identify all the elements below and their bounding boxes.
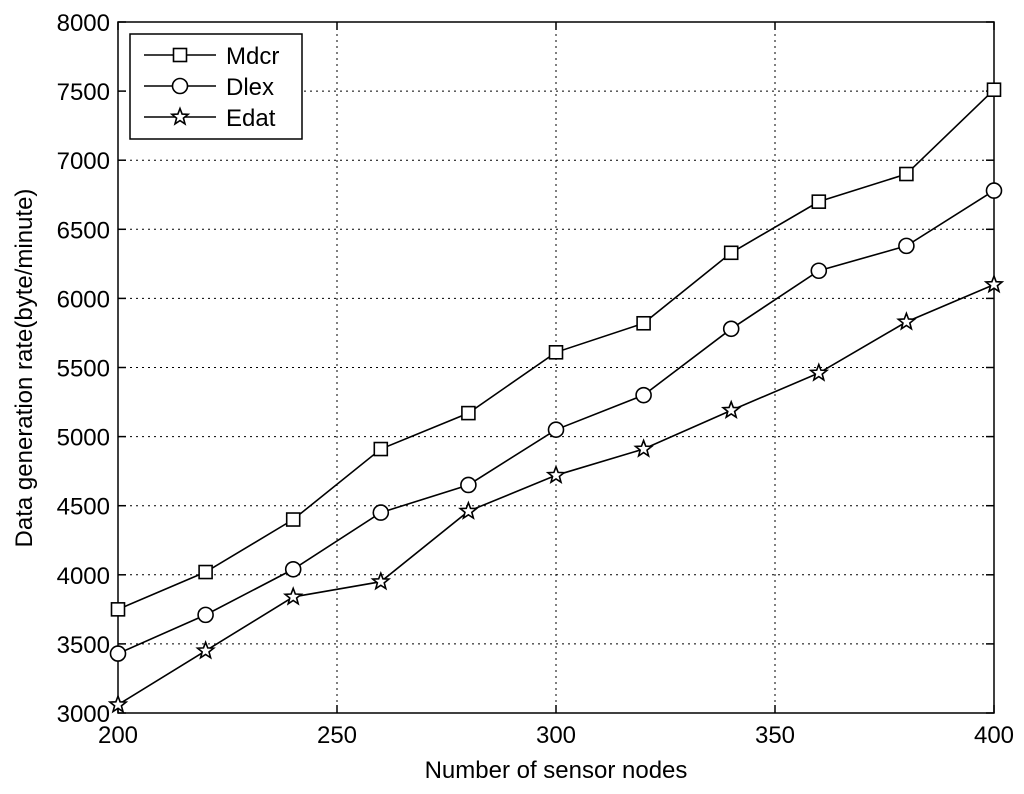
y-tick-label: 5000 <box>57 425 110 452</box>
y-tick-label: 6000 <box>57 286 110 313</box>
series-dlex <box>109 182 1003 662</box>
data-point-edat <box>983 273 1005 294</box>
data-point-dlex <box>635 386 652 404</box>
legend-marker-star <box>169 106 191 126</box>
data-point-mdcr <box>811 194 827 209</box>
x-tick-label: 350 <box>755 722 795 749</box>
y-tick-label: 3000 <box>57 701 110 728</box>
data-point-mdcr <box>461 405 476 421</box>
data-point-edat <box>633 438 654 458</box>
y-tick-label: 5500 <box>57 356 110 383</box>
data-point-edat <box>545 464 567 484</box>
legend-item-dlex: Dlex <box>144 74 274 101</box>
data-point-dlex <box>109 645 127 662</box>
y-tick-label: 4000 <box>57 563 110 590</box>
data-point-mdcr <box>899 166 914 182</box>
data-point-edat <box>458 500 479 520</box>
data-point-dlex <box>284 560 302 578</box>
data-point-dlex <box>810 262 828 280</box>
legend-item-edat: Edat <box>144 105 276 132</box>
y-tick-label: 7000 <box>57 148 110 175</box>
data-point-mdcr <box>198 564 213 580</box>
y-axis-title: Data generation rate(byte/minute) <box>11 189 38 548</box>
data-point-edat <box>370 570 392 591</box>
data-point-mdcr <box>548 344 564 360</box>
data-point-mdcr <box>373 441 389 457</box>
data-point-mdcr <box>986 82 1002 98</box>
x-tick-label: 200 <box>98 722 138 749</box>
series-mdcr <box>110 82 1002 617</box>
y-tick-label: 3500 <box>57 632 110 659</box>
data-point-dlex <box>460 476 477 494</box>
data-point-edat <box>282 586 304 606</box>
data-point-edat <box>896 311 917 331</box>
legend: Mdcr Dlex Edat <box>129 33 303 140</box>
series-group <box>107 82 1005 714</box>
data-point-edat <box>808 362 830 382</box>
series-edat <box>107 273 1005 714</box>
y-tick-label: 4500 <box>57 494 110 521</box>
y-tick-label: 6500 <box>57 217 110 244</box>
legend-label: Mdcr <box>226 43 279 70</box>
data-point-dlex <box>372 504 390 521</box>
data-point-dlex <box>985 182 1003 199</box>
legend-item-mdcr: Mdcr <box>144 43 279 70</box>
x-axis-title: Number of sensor nodes <box>425 757 688 784</box>
data-point-dlex <box>547 421 565 438</box>
y-tick-label: 7500 <box>57 79 110 106</box>
y-tick-label: 8000 <box>57 10 110 37</box>
data-point-edat <box>107 693 129 714</box>
data-point-dlex <box>898 237 915 255</box>
x-tick-label: 300 <box>536 722 576 749</box>
axes: 200 250 300 350 400 3000 3500 4000 4500 5000 5500 6… <box>57 10 1014 749</box>
data-point-dlex <box>197 606 214 624</box>
data-point-edat <box>720 399 742 420</box>
legend-marker-square <box>172 47 188 63</box>
x-tick-label: 250 <box>317 722 357 749</box>
data-point-dlex <box>722 320 740 338</box>
legend-label: Dlex <box>226 74 274 101</box>
data-point-mdcr <box>285 512 301 527</box>
data-point-mdcr <box>110 602 126 617</box>
legend-label: Edat <box>226 105 276 132</box>
x-tick-label: 400 <box>974 722 1014 749</box>
data-point-mdcr <box>723 245 739 261</box>
data-point-edat <box>195 640 216 660</box>
data-point-mdcr <box>636 315 651 331</box>
legend-marker-circle <box>171 77 189 95</box>
